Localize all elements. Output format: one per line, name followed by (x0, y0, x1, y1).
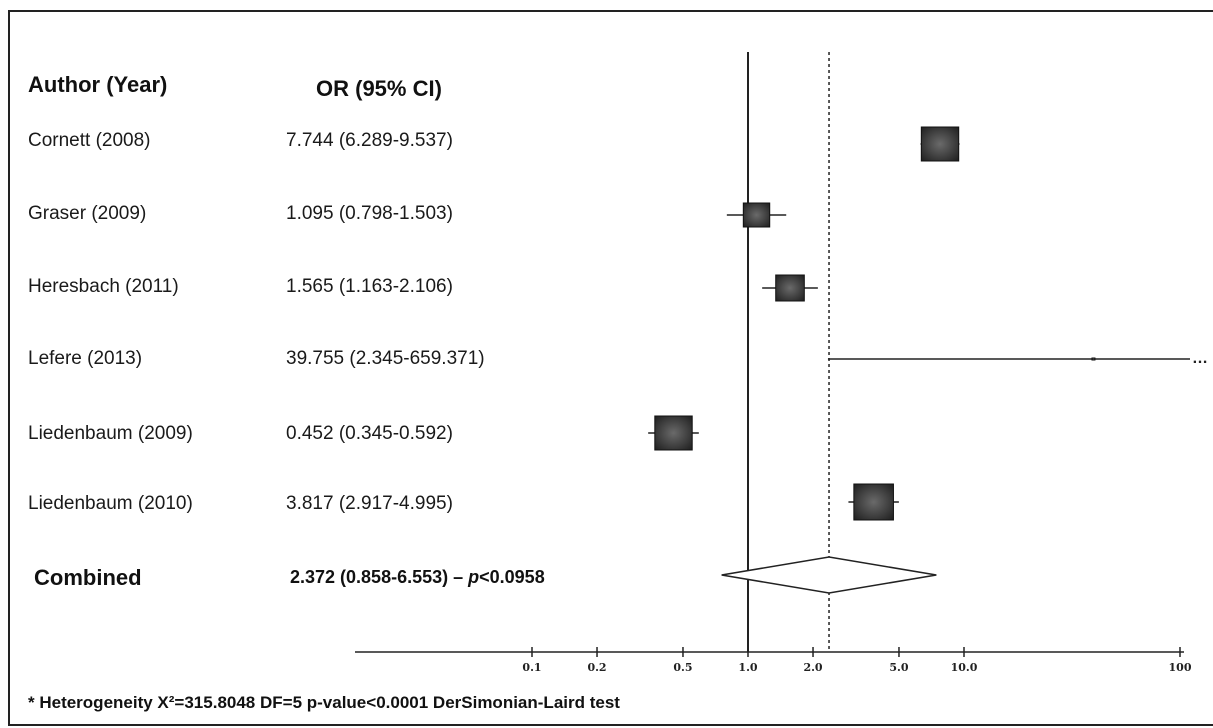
figure-frame (8, 10, 1213, 726)
study-or-ci: 39.755 (2.345-659.371) (286, 348, 485, 369)
x-axis-tick-label: 100 (1169, 661, 1192, 674)
heterogeneity-footnote: * Heterogeneity X²=315.8048 DF=5 p-value… (28, 693, 620, 712)
point-estimate-marker (654, 415, 693, 451)
study-label: Heresbach (2011) (28, 276, 179, 297)
combined-label: Combined (34, 565, 142, 590)
combined-or-ci: 2.372 (0.858-6.553) – p<0.0958 (290, 567, 545, 587)
study-or-ci: 3.817 (2.917-4.995) (286, 493, 453, 514)
study-label: Lefere (2013) (28, 348, 143, 369)
point-estimate-marker (742, 202, 771, 228)
study-or-ci: 0.452 (0.345-0.592) (286, 423, 453, 444)
study-label: Liedenbaum (2010) (28, 493, 193, 514)
x-axis-tick-label: 2.0 (803, 661, 822, 674)
x-axis-tick-label: 0.2 (587, 661, 606, 674)
study-label: Liedenbaum (2009) (28, 423, 193, 444)
or-column-header: OR (95% CI) (316, 76, 442, 101)
x-axis-tick-label: 5.0 (889, 661, 908, 674)
study-or-ci: 7.744 (6.289-9.537) (286, 130, 453, 151)
point-estimate-marker (1091, 357, 1096, 361)
author-column-header: Author (Year) (28, 72, 168, 97)
study-or-ci: 1.095 (0.798-1.503) (286, 203, 453, 224)
x-axis-tick-label: 10.0 (951, 661, 978, 674)
combined-estimate-diamond (721, 556, 937, 594)
point-estimate-marker (920, 126, 960, 162)
study-or-ci: 1.565 (1.163-2.106) (286, 276, 453, 297)
point-estimate-marker (853, 483, 894, 521)
study-label: Graser (2009) (28, 203, 147, 224)
x-axis-tick-label: 0.5 (673, 661, 692, 674)
x-axis-tick-label: 0.1 (522, 661, 541, 674)
x-axis-tick-label: 1.0 (738, 661, 757, 674)
study-label: Cornett (2008) (28, 130, 151, 151)
point-estimate-marker (775, 274, 805, 302)
ci-continuation-dots: … (1192, 350, 1208, 367)
